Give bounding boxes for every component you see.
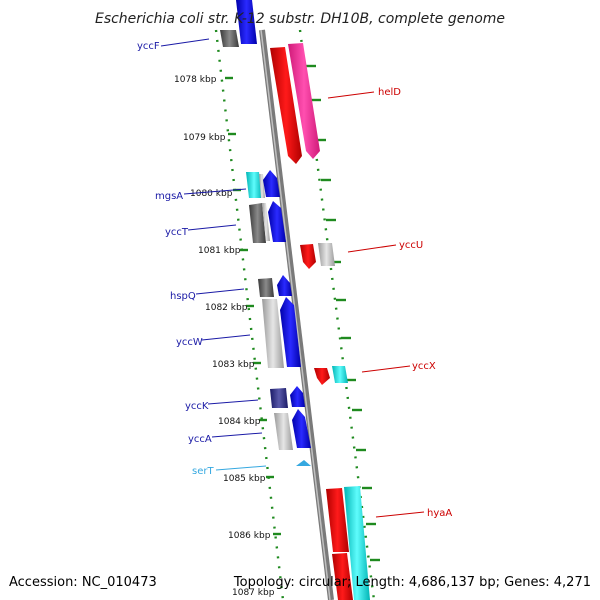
gene-arrow-blue[interactable]: [277, 275, 292, 296]
gene-label-hspQ[interactable]: hspQ: [170, 291, 196, 302]
kbp-label: 1080 kbp: [190, 189, 233, 199]
gene-arrow-cyan[interactable]: [344, 486, 370, 600]
kbp-label: 1084 kbp: [218, 417, 261, 427]
left-gene-labels: yccF mgsA yccT hspQ yccW yccK yccA serT: [137, 38, 267, 477]
gene-block-gray[interactable]: [220, 30, 239, 47]
gene-block-lightgray[interactable]: [262, 299, 284, 368]
gene-arrow-blue[interactable]: [280, 297, 301, 367]
kbp-label: 1083 kbp: [212, 360, 255, 370]
gene-block-blue[interactable]: [236, 0, 257, 44]
gene-label-helD[interactable]: helD: [378, 87, 401, 98]
kbp-label: 1087 kbp: [232, 588, 275, 598]
kbp-label: 1085 kbp: [223, 474, 266, 484]
genome-backbone: [259, 29, 334, 600]
gene-arrow-pink[interactable]: [288, 43, 320, 159]
label-leader: [211, 432, 263, 438]
gene-arrow-blue[interactable]: [263, 170, 280, 197]
right-gene-labels: helD yccU yccX hyaA: [327, 87, 452, 519]
gene-block-lightgray[interactable]: [274, 413, 293, 450]
genome-backbone-highlight: [260, 29, 331, 600]
gene-block-lightgray[interactable]: [262, 203, 270, 241]
gene-arrow-red[interactable]: [332, 553, 353, 600]
kbp-labels: 1078 kbp 1079 kbp 1080 kbp 1081 kbp 1082…: [174, 75, 275, 598]
label-leader: [347, 244, 397, 253]
gene-arrow-blue[interactable]: [268, 201, 286, 242]
label-leader: [327, 91, 375, 99]
gene-label-hyaA[interactable]: hyaA: [427, 508, 452, 519]
reverse-strand-features: [270, 43, 370, 600]
label-leader: [375, 511, 425, 518]
gene-block-cyan[interactable]: [246, 172, 262, 198]
label-leader: [195, 288, 245, 295]
accession-text: Accession: NC_010473: [9, 575, 157, 590]
gene-label-yccX[interactable]: yccX: [412, 361, 436, 372]
forward-strand-features: [220, 0, 311, 466]
gene-block-gray[interactable]: [249, 203, 266, 243]
gene-block-navy[interactable]: [270, 388, 288, 408]
gene-label-mgsA[interactable]: mgsA: [155, 191, 183, 202]
gene-arrow-red[interactable]: [326, 488, 349, 552]
gene-arrow-red[interactable]: [270, 47, 302, 164]
gene-arrow-blue[interactable]: [292, 409, 311, 448]
gene-label-yccU[interactable]: yccU: [399, 240, 423, 251]
kbp-label: 1082 kbp: [205, 303, 248, 313]
label-leader: [183, 188, 247, 195]
gene-label-yccK[interactable]: yccK: [185, 401, 209, 412]
label-leader: [160, 38, 210, 47]
kbp-label: 1086 kbp: [228, 531, 271, 541]
gene-block-gray[interactable]: [258, 278, 274, 297]
gene-label-serT[interactable]: serT: [192, 466, 214, 477]
kbp-label: 1081 kbp: [198, 246, 241, 256]
kbp-label: 1078 kbp: [174, 75, 217, 85]
trna-triangle[interactable]: [296, 460, 311, 466]
label-leader: [361, 365, 411, 373]
gene-arrow-red[interactable]: [314, 368, 330, 385]
label-leader: [187, 224, 237, 231]
gene-label-yccW[interactable]: yccW: [176, 337, 203, 348]
kbp-label: 1079 kbp: [183, 133, 226, 143]
label-leader: [215, 465, 267, 471]
label-leader: [207, 399, 259, 405]
gene-block-cyan[interactable]: [332, 366, 348, 383]
label-leader: [201, 334, 251, 341]
gene-arrow-red[interactable]: [300, 244, 316, 269]
summary-text: Topology: circular; Length: 4,686,137 bp…: [233, 575, 591, 590]
gene-block-lightgray[interactable]: [318, 243, 335, 266]
gene-label-yccT[interactable]: yccT: [165, 227, 189, 238]
gene-arrow-blue[interactable]: [290, 386, 305, 407]
gene-label-yccA[interactable]: yccA: [188, 434, 212, 445]
map-title: Escherichia coli str. K-12 substr. DH10B…: [95, 11, 505, 27]
gene-label-yccF[interactable]: yccF: [137, 41, 160, 52]
